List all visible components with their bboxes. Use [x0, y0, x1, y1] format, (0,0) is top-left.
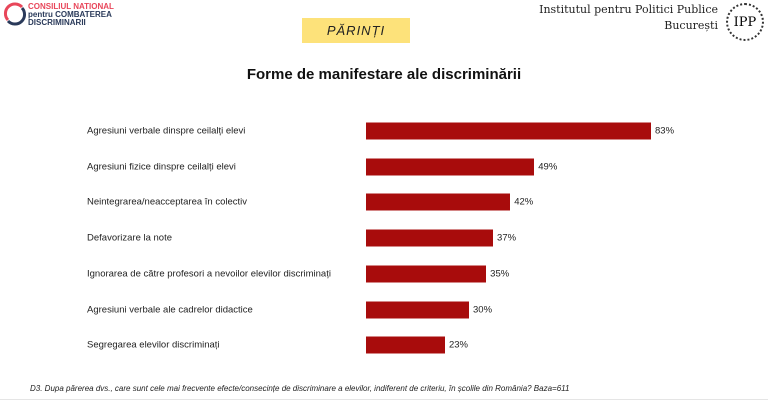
logo-line: CONSILIUL NATIONAL [28, 2, 114, 11]
bar [366, 122, 651, 140]
data-label: 23% [448, 339, 468, 351]
data-label: 30% [473, 304, 493, 315]
data-label: 42% [514, 196, 534, 208]
cncd-logo-icon [3, 2, 27, 26]
logo-line: DISCRIMINARII [28, 18, 86, 27]
data-label: 83% [655, 125, 675, 137]
data-label: 37% [497, 232, 517, 244]
bar [366, 229, 494, 247]
category-label: Agresiuni fizice dinspre ceilalți elevi [87, 161, 236, 173]
logo-line: București [664, 19, 718, 32]
bar [366, 193, 511, 211]
bar [366, 301, 469, 318]
chart-title: Forme de manifestare ale discriminării [246, 66, 522, 83]
category-label: Ignorarea de către profesori a nevoilor … [87, 268, 331, 280]
bar [366, 158, 535, 176]
audience-badge: PĂRINȚI [302, 18, 410, 43]
category-label: Segregarea elevilor discriminați [87, 339, 220, 351]
ipp-logo-text: Institutul pentru Politici Publice Bucur… [539, 2, 718, 34]
data-label: 35% [490, 268, 510, 280]
category-label: Agresiuni verbale ale cadrelor didactice [87, 304, 253, 315]
cncd-logo-text: CONSILIUL NATIONAL pentru COMBATEREA DIS… [28, 3, 114, 27]
bar [366, 265, 487, 283]
footnote: D3. Dupa părerea dvs., care sunt cele ma… [30, 384, 570, 393]
logo-line: Institutul pentru Politici Publice [539, 3, 718, 16]
category-label: Neintegrarea/neacceptarea în colectiv [87, 196, 248, 208]
data-label: 49% [538, 161, 558, 173]
divider [0, 399, 768, 400]
ipp-logo-icon: IPP [726, 3, 764, 41]
bar [366, 336, 445, 354]
logo-line: pentru COMBATEREA [28, 10, 112, 19]
category-label: Defavorizare la note [87, 232, 173, 244]
category-label: Agresiuni verbale dinspre ceilalți elevi [87, 125, 246, 137]
